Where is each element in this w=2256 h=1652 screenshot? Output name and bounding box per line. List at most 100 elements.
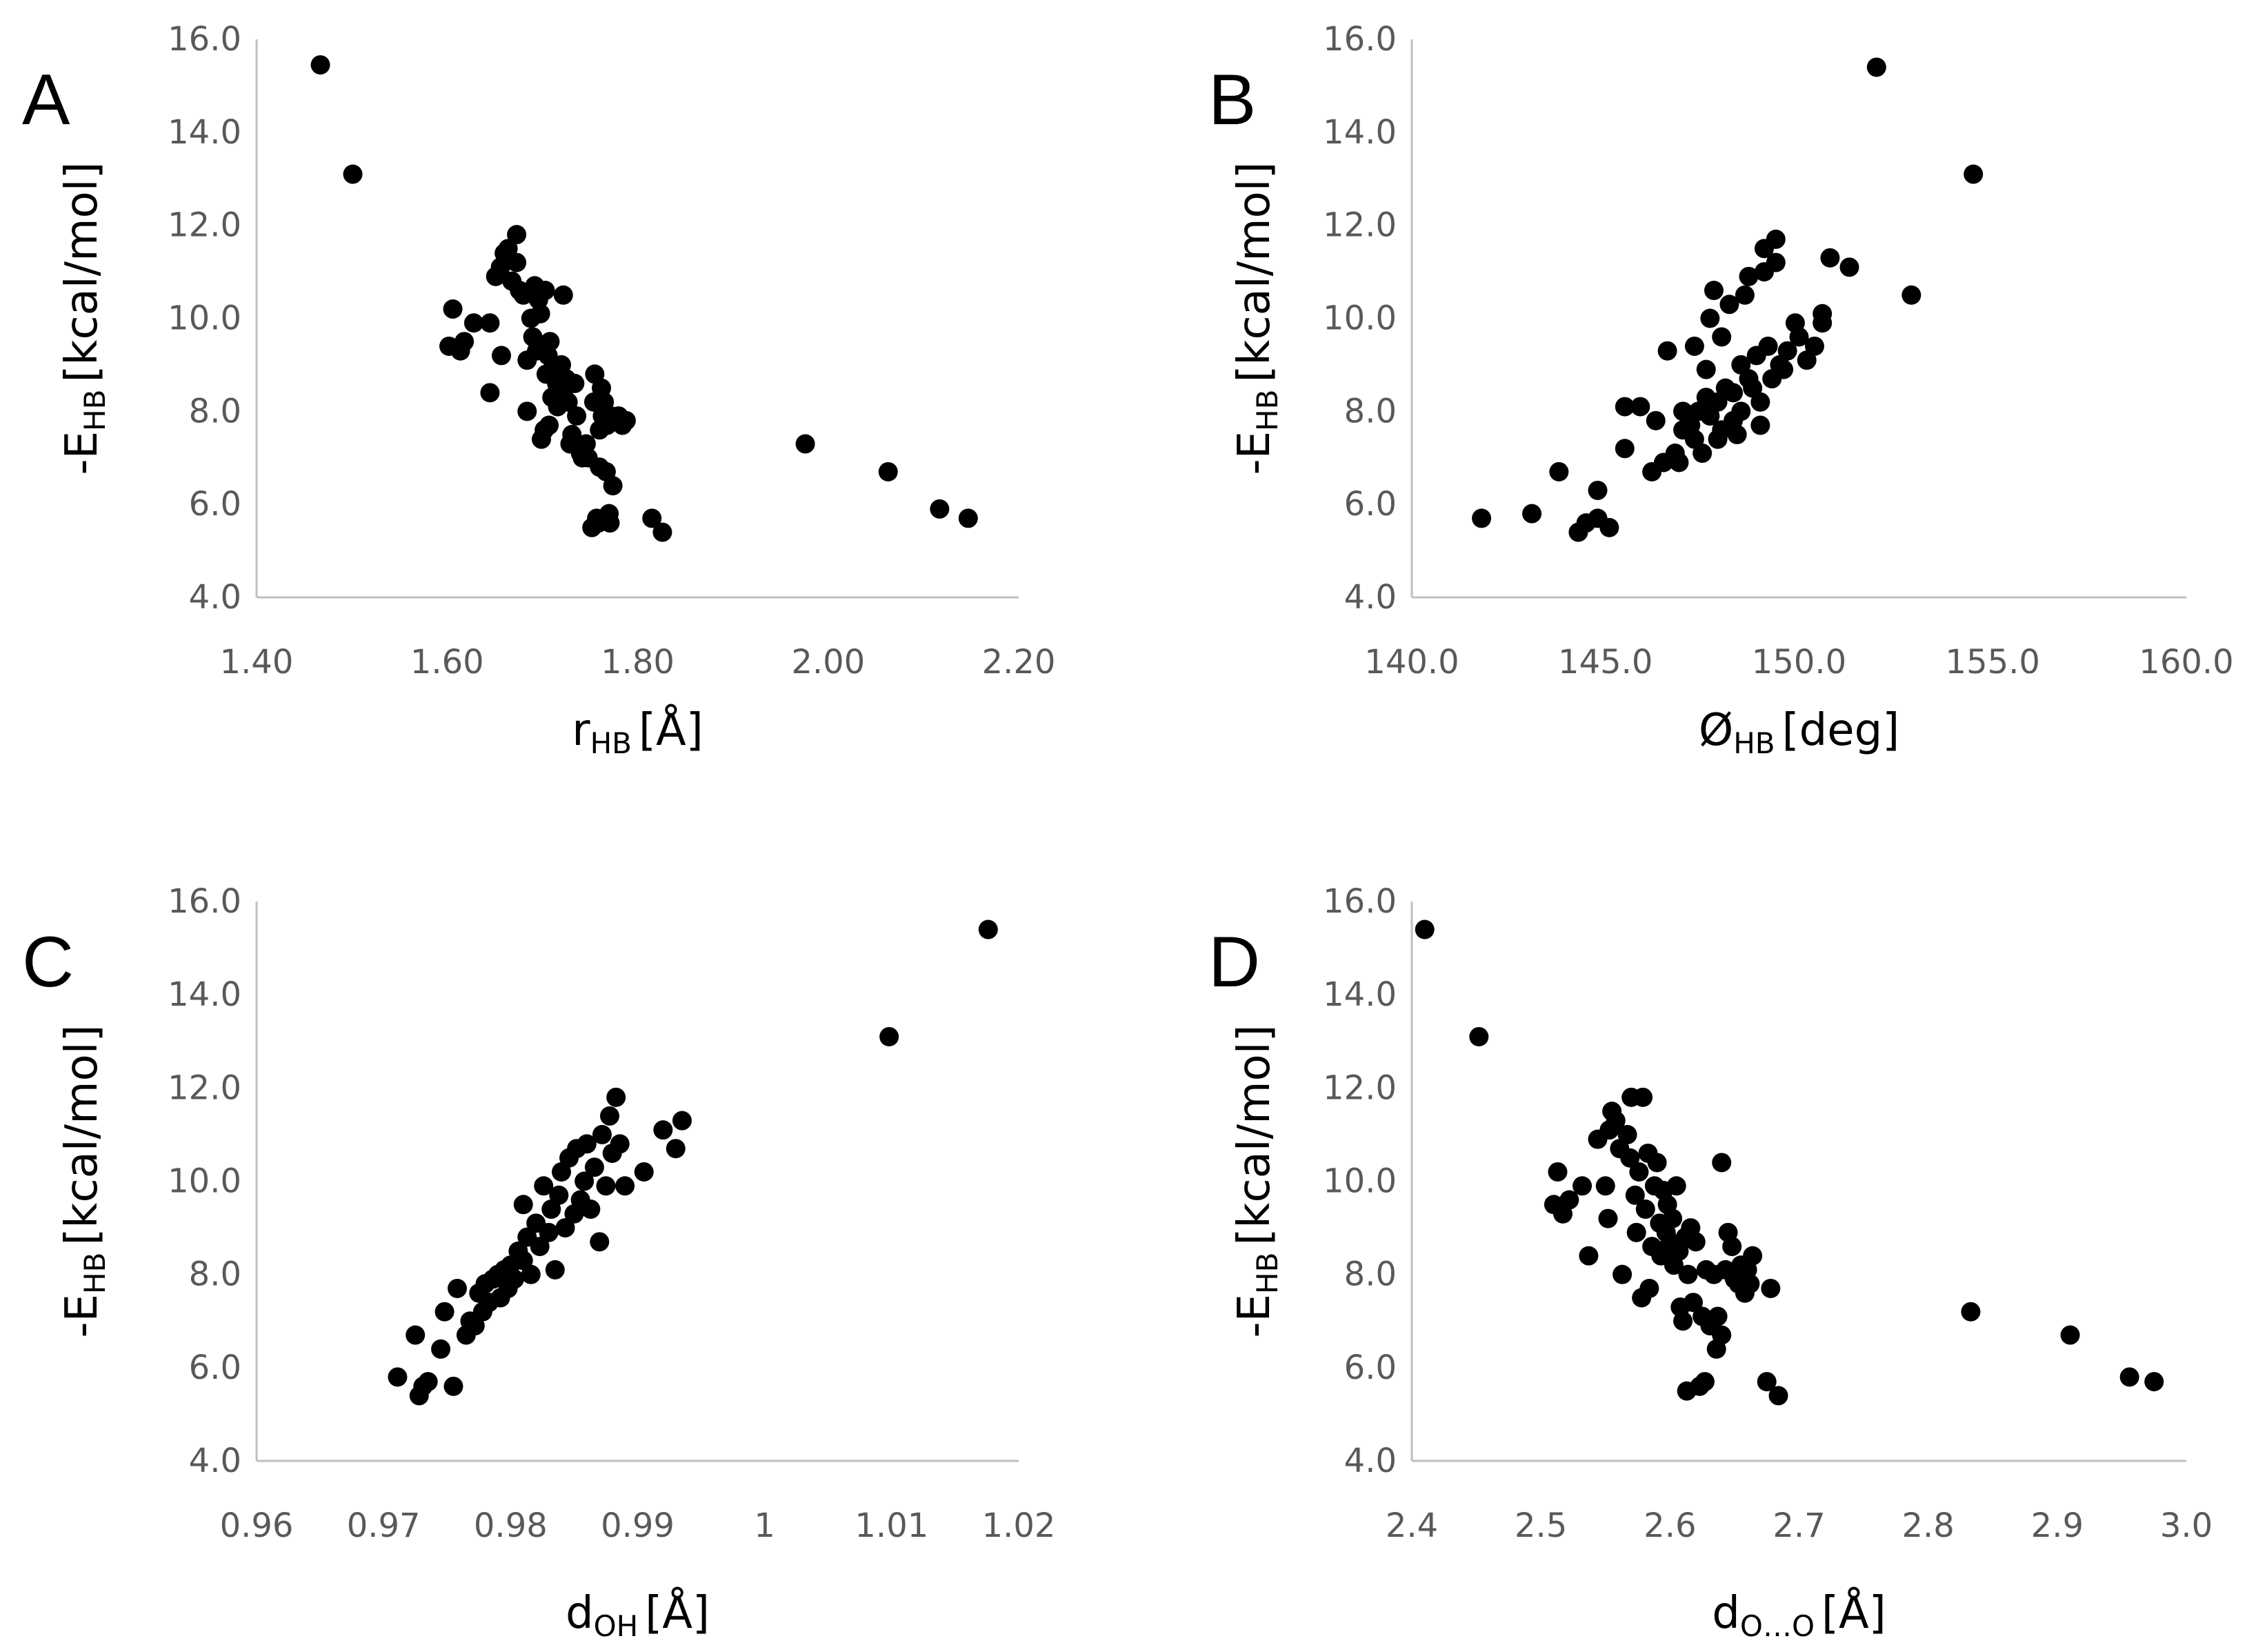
- data-point: [1731, 401, 1751, 421]
- y-axis-label: -EHB [kcal/mol]: [1229, 162, 1284, 475]
- data-point: [1629, 1162, 1649, 1182]
- data-point: [1684, 336, 1704, 356]
- data-point: [1559, 1190, 1579, 1210]
- y-axis-label-unit: [kcal/mol]: [1229, 1025, 1280, 1246]
- x-tick-label: 3.0: [2160, 1506, 2213, 1545]
- data-point: [530, 1237, 550, 1257]
- y-tick-label: 6.0: [1344, 485, 1397, 524]
- data-point: [1613, 1264, 1633, 1284]
- x-axis-label-subscript: HB: [590, 726, 632, 760]
- data-point: [1712, 1325, 1732, 1345]
- data-point: [535, 281, 555, 301]
- y-axis-label-unit: [kcal/mol]: [57, 1025, 108, 1246]
- x-axis-label-subscript: OH: [594, 1609, 639, 1643]
- data-point: [1804, 336, 1824, 356]
- data-point: [1695, 1372, 1715, 1392]
- data-point: [1598, 1208, 1618, 1228]
- y-tick-label: 16.0: [168, 882, 241, 921]
- data-point: [555, 1218, 575, 1238]
- data-point: [530, 303, 550, 324]
- data-point: [1549, 461, 1569, 481]
- data-point: [1961, 1302, 1981, 1322]
- data-point: [1758, 336, 1778, 356]
- data-point: [1750, 392, 1770, 412]
- x-tick-label: 2.00: [791, 643, 865, 681]
- x-tick-label: 0.99: [601, 1506, 675, 1545]
- x-axis-label-main: r: [572, 705, 590, 756]
- data-point: [1750, 415, 1770, 435]
- data-point: [507, 252, 527, 272]
- data-point: [1620, 1148, 1640, 1168]
- x-tick-label: 2.5: [1515, 1506, 1567, 1545]
- x-axis-label-subscript: O…O: [1740, 1609, 1815, 1643]
- y-axis-label-main: -E: [1229, 431, 1280, 475]
- data-point: [1768, 1386, 1788, 1406]
- y-tick-label: 6.0: [189, 1349, 241, 1387]
- data-point: [443, 299, 463, 319]
- data-point: [1820, 248, 1840, 268]
- y-tick-label: 16.0: [1323, 882, 1397, 921]
- x-tick-label: 150.0: [1752, 643, 1846, 681]
- y-tick-label: 12.0: [1323, 206, 1397, 245]
- panel-a: 4.0 6.0 8.0 10.0 12.0 14.0 16.0 1.40 1.60 1.80 2.0…: [22, 20, 1055, 760]
- data-point: [2119, 1367, 2139, 1387]
- x-tick-label: 2.7: [1773, 1506, 1825, 1545]
- data-point: [1669, 452, 1689, 472]
- y-axis-label: -EHB [kcal/mol]: [1229, 1025, 1284, 1338]
- data-point: [978, 919, 998, 939]
- y-tick-label: 8.0: [1344, 392, 1397, 430]
- data-point: [1696, 359, 1716, 379]
- data-point: [567, 406, 587, 426]
- x-axis-label-main: d: [566, 1588, 594, 1639]
- x-axis-label-subscript: HB: [1733, 726, 1775, 760]
- data-point: [521, 1264, 541, 1284]
- y-tick-label: 14.0: [1323, 113, 1397, 152]
- data-point: [1712, 327, 1732, 347]
- data-point: [1712, 1153, 1732, 1173]
- data-point: [534, 1176, 554, 1196]
- data-point: [1686, 1232, 1706, 1252]
- data-point: [1740, 1274, 1760, 1294]
- y-tick-label: 10.0: [168, 1162, 241, 1201]
- data-point: [672, 1111, 692, 1131]
- data-point: [1595, 1176, 1615, 1196]
- panel-letter: A: [22, 60, 70, 140]
- data-point: [1727, 425, 1747, 445]
- data-point: [584, 1157, 604, 1177]
- data-point: [1579, 1246, 1599, 1266]
- x-tick-label: 1.01: [855, 1506, 928, 1545]
- data-point: [596, 1176, 616, 1196]
- data-point: [539, 1222, 559, 1242]
- y-tick-label: 12.0: [1323, 1068, 1397, 1107]
- y-axis-label-subscript: HB: [78, 390, 112, 431]
- data-point: [1663, 1208, 1683, 1228]
- data-point: [1766, 229, 1786, 249]
- x-tick-label: 155.0: [1946, 643, 2040, 681]
- data-point: [878, 461, 898, 481]
- data-point: [1964, 164, 1984, 184]
- data-point: [1625, 1185, 1645, 1205]
- y-tick-label: 10.0: [1323, 299, 1397, 338]
- data-point: [653, 1120, 673, 1140]
- y-tick-label: 6.0: [189, 485, 241, 524]
- x-tick-label: 1.80: [601, 643, 675, 681]
- data-point: [1617, 1124, 1637, 1144]
- data-point: [599, 1106, 619, 1126]
- y-tick-label: 12.0: [168, 206, 241, 245]
- x-tick-label: 1.40: [220, 643, 294, 681]
- x-tick-label: 2.8: [1901, 1506, 1954, 1545]
- data-point: [480, 313, 500, 333]
- data-point: [1573, 1176, 1593, 1196]
- x-axis-label: ØHB [deg]: [1699, 705, 1899, 760]
- data-point: [1657, 341, 1677, 361]
- y-axis-label-main: -E: [57, 431, 108, 475]
- data-point: [634, 1162, 654, 1182]
- y-axis-label-subscript: HB: [78, 1253, 112, 1294]
- data-point: [447, 1278, 467, 1298]
- panel-letter: C: [22, 922, 74, 1002]
- data-point: [418, 1372, 438, 1392]
- data-point: [1777, 341, 1797, 361]
- data-point: [1724, 383, 1744, 403]
- x-axis-label: rHB [Å]: [572, 704, 703, 760]
